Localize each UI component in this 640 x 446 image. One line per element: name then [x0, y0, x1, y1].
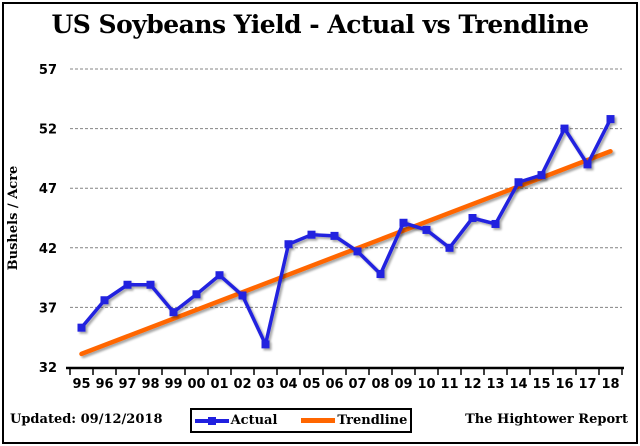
- actual-marker: [445, 243, 454, 252]
- legend-label-actual: Actual: [230, 413, 278, 428]
- x-tick-label: 16: [555, 377, 573, 392]
- trendline-series: [79, 148, 613, 357]
- actual-marker: [77, 323, 86, 332]
- x-tick-label: 99: [164, 377, 182, 392]
- actual-marker: [123, 280, 132, 289]
- actual-marker: [583, 160, 592, 169]
- updated-date-text: Updated: 09/12/2018: [10, 412, 163, 427]
- actual-marker: [376, 270, 385, 279]
- gridlines: [70, 68, 622, 308]
- legend-label-trendline: Trendline: [337, 413, 408, 428]
- y-tick-label: 32: [39, 361, 57, 376]
- x-tick-label: 09: [394, 377, 412, 392]
- x-tick-label: 97: [118, 377, 136, 392]
- actual-marker: [100, 296, 109, 305]
- x-tick-label: 03: [256, 377, 274, 392]
- x-tick-label: 02: [233, 377, 251, 392]
- trendline-line: [79, 148, 613, 357]
- y-tick-label: 42: [39, 242, 57, 257]
- y-axis-label: Bushels / Acre: [6, 165, 21, 271]
- actual-marker: [146, 280, 155, 289]
- axis-tick-labels: 95 96 97 98 99 00 01 02 03 04 05 06 07 08 09 10 11 12 13 14…: [39, 63, 620, 392]
- y-tick-label: 47: [39, 182, 57, 197]
- x-axis: [66, 366, 624, 375]
- x-tick-label: 07: [348, 377, 366, 392]
- x-tick-label: 05: [302, 377, 320, 392]
- actual-marker: [307, 230, 316, 239]
- x-tick-label: 98: [141, 377, 159, 392]
- y-tick-label: 52: [39, 123, 57, 138]
- x-tick-label: 95: [72, 377, 90, 392]
- y-tick-label: 37: [39, 301, 57, 316]
- x-tick-label: 14: [509, 377, 527, 392]
- legend-box: Actual Trendline: [190, 408, 412, 433]
- brand-text: The Hightower Report: [465, 412, 628, 427]
- actual-marker: [330, 231, 339, 240]
- x-tick-label: 00: [187, 377, 205, 392]
- actual-marker: [491, 219, 500, 228]
- x-tick-label: 01: [210, 377, 228, 392]
- actual-marker: [192, 290, 201, 299]
- x-tick-label: 18: [601, 377, 619, 392]
- actual-marker: [468, 214, 477, 222]
- x-tick-label: 13: [486, 377, 504, 392]
- actual-line-sample-icon: [194, 416, 229, 426]
- actual-marker: [353, 247, 362, 256]
- y-tick-label: 57: [39, 63, 57, 78]
- actual-marker: [537, 171, 546, 180]
- actual-marker: [238, 291, 247, 300]
- x-tick-label: 11: [440, 377, 458, 392]
- actual-marker: [284, 240, 293, 249]
- x-tick-label: 04: [279, 377, 297, 392]
- x-tick-label: 06: [325, 377, 343, 392]
- x-tick-label: 12: [463, 377, 481, 392]
- legend-item-actual: Actual: [194, 413, 278, 428]
- actual-marker: [560, 124, 569, 133]
- trendline-sample-icon: [301, 416, 336, 426]
- x-tick-label: 17: [578, 377, 596, 392]
- x-tick-label: 10: [417, 377, 435, 392]
- actual-marker: [422, 225, 431, 234]
- actual-marker: [399, 218, 408, 227]
- actual-line: [80, 118, 613, 347]
- actual-series: [77, 115, 615, 349]
- x-tick-label: 96: [95, 377, 113, 392]
- chart-title: US Soybeans Yield - Actual vs Trendline: [51, 10, 589, 39]
- actual-marker: [261, 340, 270, 349]
- x-tick-label: 08: [371, 377, 389, 392]
- x-tick-label: 15: [532, 377, 550, 392]
- actual-marker: [215, 271, 224, 280]
- actual-marker: [606, 115, 615, 124]
- legend-item-trendline: Trendline: [301, 413, 407, 428]
- actual-marker: [169, 308, 178, 317]
- actual-marker: [514, 178, 523, 187]
